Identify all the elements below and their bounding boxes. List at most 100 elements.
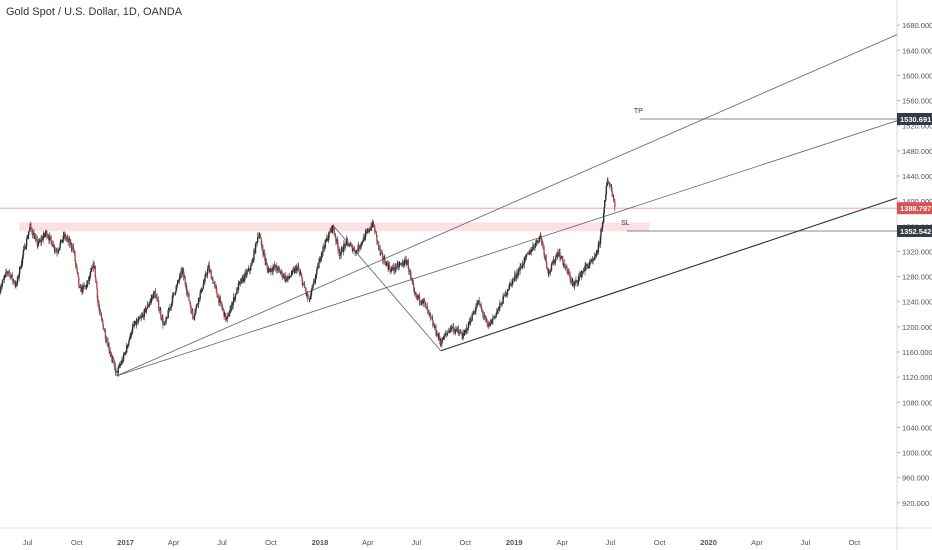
candle-body [379,252,382,254]
candle-body [347,242,350,246]
candle-body [24,246,26,250]
candle-body [87,279,89,284]
candle-body [63,234,66,237]
candle-body [218,296,220,303]
candle-body [548,271,550,274]
candle-body [128,338,131,342]
y-tick-label: 960.000 [902,474,929,483]
candle-body [278,268,281,271]
candle-body [232,297,235,302]
candle-body [169,307,172,309]
candle-body [225,312,227,320]
candle-body [147,304,149,307]
candle-body [490,320,492,325]
candle-body [402,262,404,265]
candle-body [569,274,571,280]
candle-body [175,285,177,292]
candle-body [495,313,497,317]
candle-body [569,279,572,281]
candle-body [314,274,317,280]
candle-body [418,295,421,302]
candle-body [251,263,253,267]
candle-body [592,259,595,261]
candle-body [110,353,112,356]
candle-body [445,333,447,335]
candle-body [78,285,81,288]
candle-body [374,226,376,232]
candle-body [521,263,523,269]
candle-body [242,276,244,282]
candle-body [30,224,32,229]
x-tick-label: Oct [265,538,278,547]
candle-body [103,329,106,331]
candle-body [462,333,464,339]
candle-body [312,281,315,285]
candle-body [45,231,47,234]
candle-body [402,264,405,266]
candle-body [143,309,145,318]
candle-body [588,265,590,268]
candle-body [77,272,79,278]
candle-body [440,342,442,345]
candle-body [37,245,39,247]
candle-body [89,271,92,276]
candle-body [379,247,381,253]
candle-body [403,259,406,265]
candle-body [172,292,175,296]
candle-body [370,226,372,230]
candle-body [384,258,386,264]
price-tag [897,202,932,215]
candle-body [260,238,263,245]
candle-body [44,233,46,236]
candle-body [163,324,165,325]
candle-body [98,309,101,312]
y-tick-label: 1320.000 [902,247,932,256]
candle-body [48,236,51,241]
candle-body [70,243,73,248]
candle-body [510,282,513,285]
candle-body [56,251,58,253]
candle-body [612,196,614,198]
candle-body [202,284,205,289]
candle-body [606,180,609,187]
candle-body [234,294,236,300]
candle-body [602,213,605,223]
candle-body [253,250,255,261]
y-tick-label: 1520.000 [902,122,932,131]
candle-body [182,271,185,278]
candle-body [262,248,264,254]
candle-body [301,278,304,285]
y-tick-label: 1440.000 [902,172,932,181]
candle-body [69,239,71,245]
x-tick-label: Apr [556,538,568,547]
candle-body [145,308,148,312]
candle-body [447,332,449,334]
candle-body [328,231,330,238]
candle-body [76,268,78,273]
candle-body [199,292,201,299]
candle-body [411,281,414,285]
candle-body [67,238,69,242]
candle-body [443,335,446,337]
candle-body [560,256,563,258]
candle-body [492,317,494,321]
candle-body [311,288,313,291]
candle-body [370,226,373,228]
candle-body [189,303,192,308]
candle-body [109,351,111,354]
candle-body [549,270,552,272]
candle-body [342,250,345,252]
candle-body [555,256,557,261]
candle-body [33,233,35,239]
candle-body [174,293,176,295]
candle-body [173,292,175,294]
candle-body [607,180,609,183]
candle-body [262,252,265,254]
candle-body [353,248,356,252]
y-tick-label: 1480.000 [902,147,932,156]
candle-body [363,237,365,241]
candle-body [409,271,412,276]
candle-body [259,236,261,238]
candle-body [609,184,611,186]
